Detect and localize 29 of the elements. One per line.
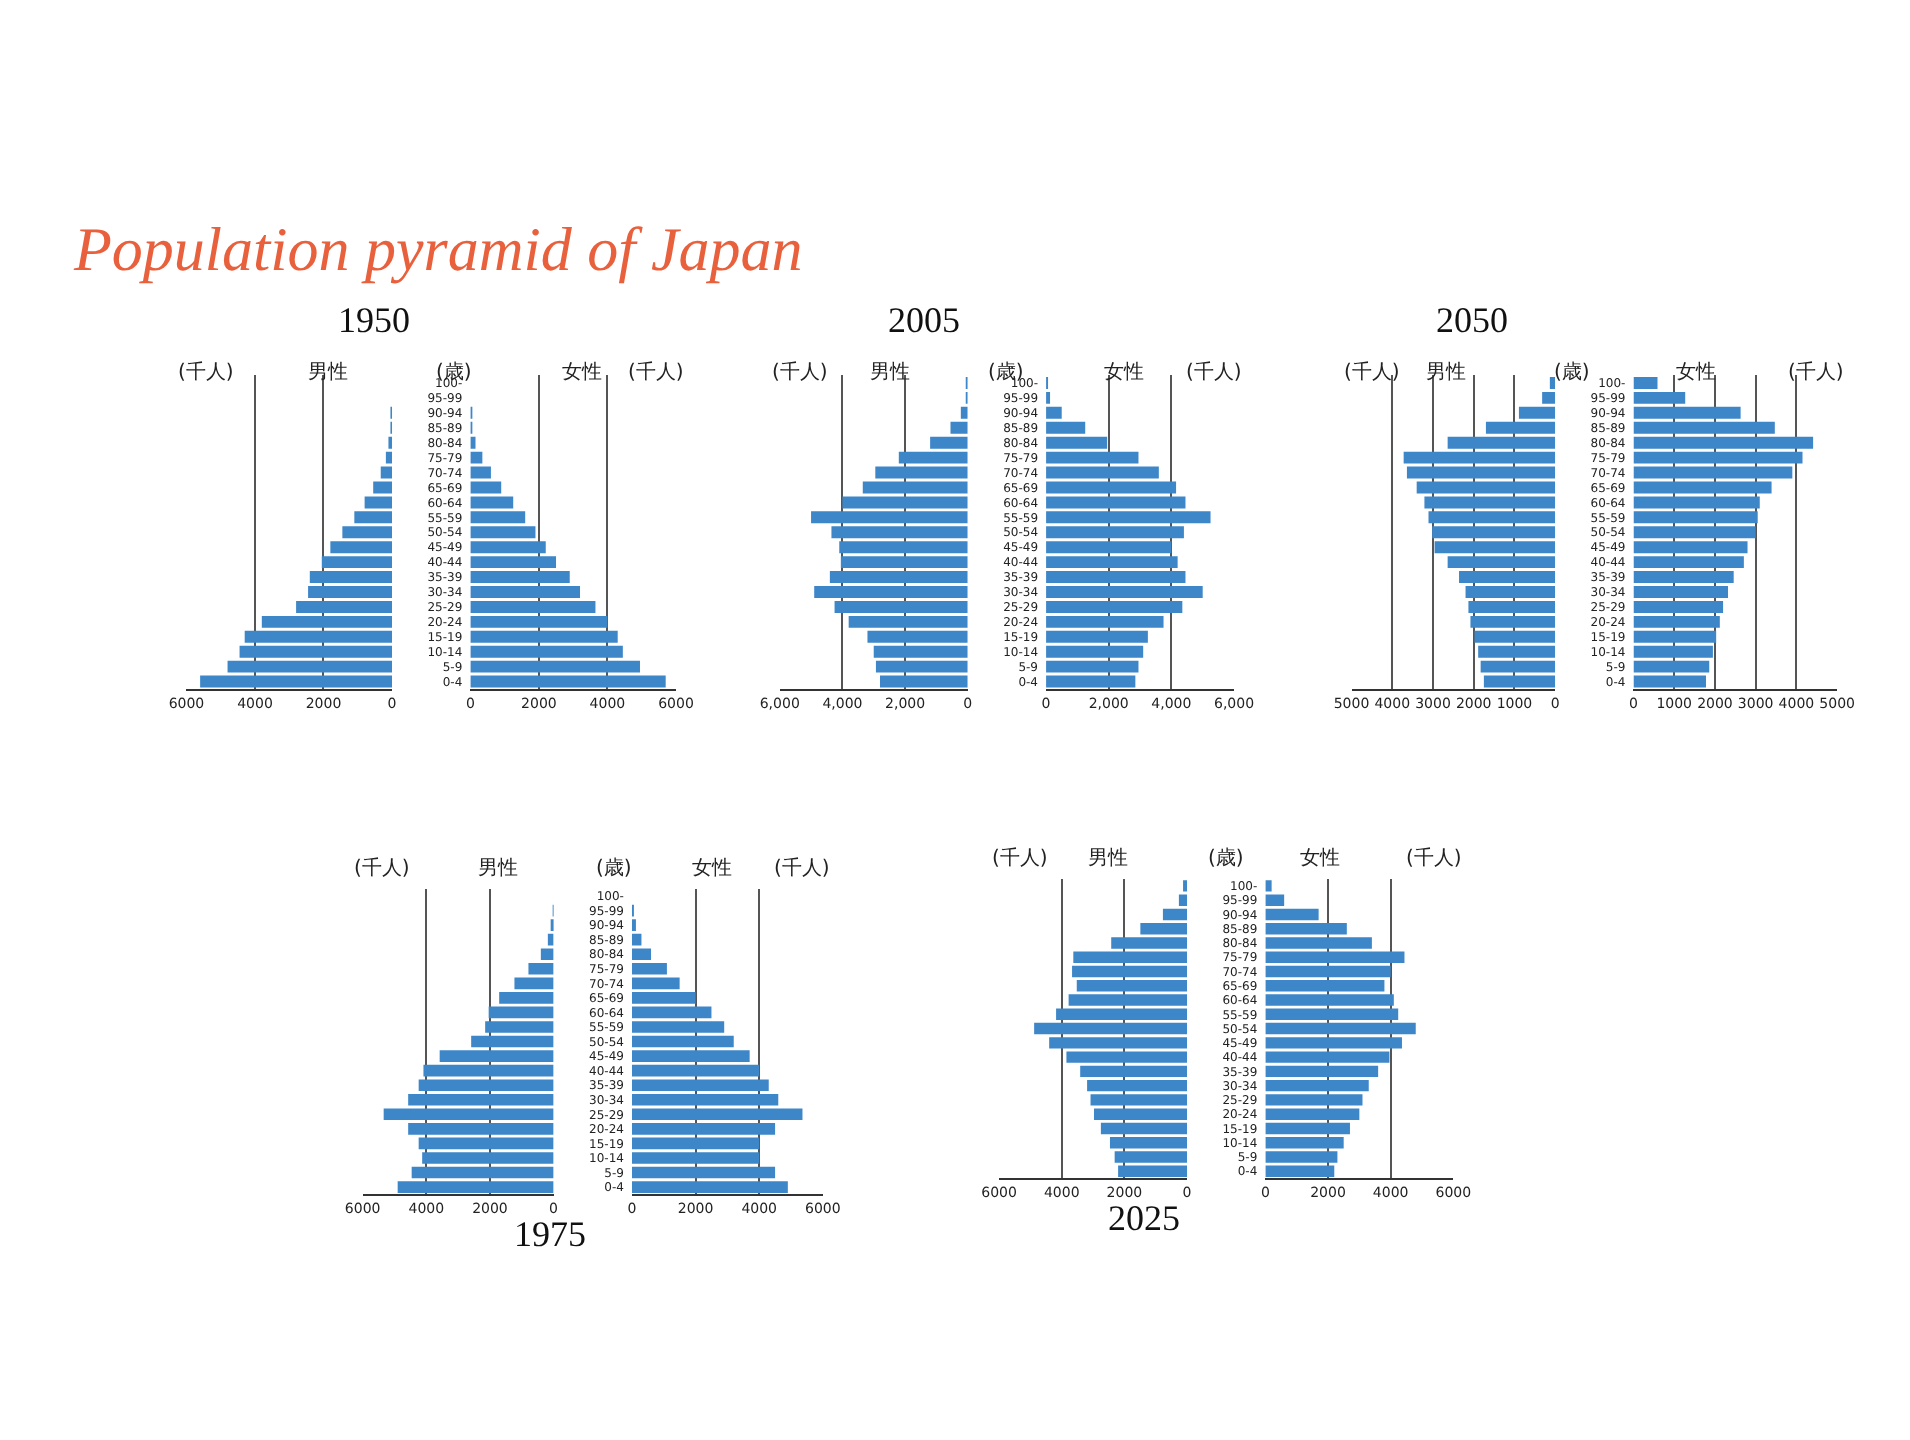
x-axis-title: (千人) <box>772 360 828 384</box>
x-axis-title: (千人) <box>1406 846 1462 870</box>
chart-subtitle: 2050 <box>1436 300 1508 340</box>
text: 男性 <box>1426 360 1466 384</box>
text: 女性 <box>562 360 602 384</box>
x-axis-title: (千人) <box>628 360 684 384</box>
text: 2025 <box>1108 1198 1180 1238</box>
series-label: 女性 <box>1676 360 1716 384</box>
text: 女性 <box>1104 360 1144 384</box>
y-axis-title: (歳) <box>596 856 632 880</box>
y-axis-title: (歳) <box>1208 846 1244 870</box>
series-label: 女性 <box>1300 846 1340 870</box>
text: 女性 <box>692 856 732 880</box>
chart-subtitle: 2005 <box>888 300 960 340</box>
text: 男性 <box>870 360 910 384</box>
text: 男性 <box>478 856 518 880</box>
chart-title: Population pyramid of Japan <box>72 214 803 284</box>
x-axis-title: (千人) <box>1344 360 1400 384</box>
x-axis-title: (千人) <box>178 360 234 384</box>
text: 男性 <box>308 360 348 384</box>
x-axis-title: (千人) <box>354 856 410 880</box>
text: 1975 <box>514 1214 586 1254</box>
x-axis-title: (千人) <box>1788 360 1844 384</box>
x-axis-title: (千人) <box>1186 360 1242 384</box>
x-axis-title: (千人) <box>992 846 1048 870</box>
text: 男性 <box>1088 846 1128 870</box>
y-axis-title: (歳) <box>1554 360 1590 384</box>
chart-subtitle: 1950 <box>338 300 410 340</box>
x-axis-title: (千人) <box>774 856 830 880</box>
